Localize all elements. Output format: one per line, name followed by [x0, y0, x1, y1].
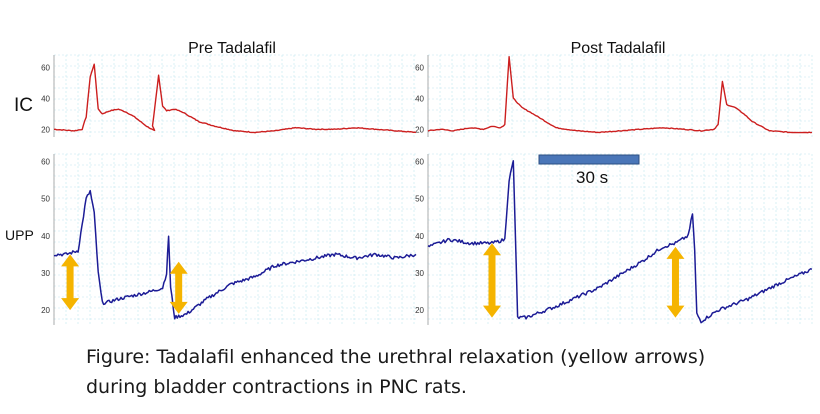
- grid-upp-post: [427, 153, 813, 325]
- tick-label-ic-40: 40: [415, 94, 424, 103]
- relaxation-arrow-3: [483, 243, 501, 318]
- tick-label-upp-30: 30: [41, 269, 50, 278]
- trace-ic-post: [427, 56, 813, 134]
- caption-line-1: Figure: Tadalafil enhanced the urethral …: [86, 346, 706, 368]
- relaxation-arrow-1: [61, 254, 80, 311]
- tick-label-upp-40: 40: [41, 232, 50, 241]
- grid-ic-post: [427, 54, 813, 137]
- tick-label-upp-20: 20: [415, 306, 424, 315]
- tick-label-ic-20: 20: [415, 125, 424, 134]
- panel-title-post: Post Tadalafil: [571, 40, 666, 57]
- tick-label-ic-60: 60: [41, 63, 50, 72]
- scale-bar-label: 30 s: [576, 168, 608, 187]
- figure-caption: Figure: Tadalafil enhanced the urethral …: [86, 342, 816, 402]
- tick-label-upp-50: 50: [41, 195, 50, 204]
- tick-label-upp-20: 20: [41, 306, 50, 315]
- trace-ic-pre: [54, 63, 417, 134]
- grid-upp-pre: [53, 153, 416, 325]
- trace-upp-post: [427, 160, 813, 324]
- scale-bar-30s: [538, 154, 640, 165]
- tick-label-ic-40: 40: [41, 94, 50, 103]
- row-label-upp: UPP: [5, 227, 34, 243]
- tick-label-upp-40: 40: [415, 232, 424, 241]
- tick-label-ic-20: 20: [41, 125, 50, 134]
- grid-ic-pre: [53, 54, 416, 137]
- tick-label-upp-30: 30: [415, 269, 424, 278]
- relaxation-arrow-4: [666, 246, 685, 318]
- tick-label-upp-60: 60: [41, 157, 50, 166]
- trace-upp-pre: [53, 189, 417, 320]
- tick-label-upp-50: 50: [415, 195, 424, 204]
- tick-label-ic-60: 60: [415, 63, 424, 72]
- relaxation-arrow-2: [169, 261, 188, 314]
- caption-line-2: during bladder contractions in PNC rats.: [86, 376, 467, 398]
- row-label-ic: IC: [14, 95, 33, 116]
- panel-title-pre: Pre Tadalafil: [188, 40, 276, 57]
- tadalafil-figure: 20 40 60 20 30 40 50 60 20 40 60 20 30 40 50 60 30 s Pr…: [5, 40, 813, 325]
- tick-label-upp-60: 60: [415, 157, 424, 166]
